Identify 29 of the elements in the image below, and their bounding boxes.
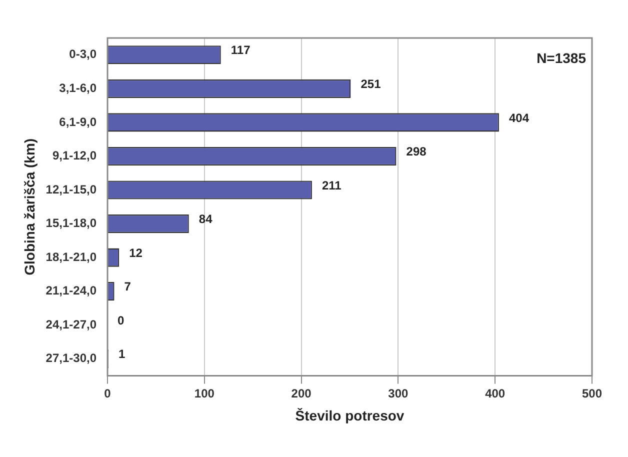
data-label: 7 — [124, 280, 132, 294]
data-label: 84 — [198, 212, 213, 226]
data-label: 117 — [230, 43, 251, 58]
x-tick-label: 200 — [291, 386, 312, 400]
y-tick-label: 15,1-18,0 — [46, 216, 97, 230]
x-tick-label: 500 — [582, 386, 602, 400]
y-tick-label: 6,1-9,0 — [59, 114, 97, 129]
data-label: 251 — [360, 76, 382, 91]
data-label: 404 — [508, 110, 530, 125]
data-label: 1 — [118, 347, 126, 362]
y-tick-label: 9,1-12,0 — [52, 148, 97, 163]
y-tick-label: 21,1-24,0 — [46, 284, 97, 298]
y-axis-title: Globina žarišča (km) — [21, 138, 38, 276]
y-tick-label: 3,1-6,0 — [59, 80, 97, 95]
data-label: 0 — [118, 313, 125, 328]
annotation: N=1385 — [536, 50, 586, 66]
y-tick-label: 24,1-27,0 — [46, 317, 97, 332]
y-tick-label: 0-3,0 — [69, 47, 97, 62]
data-label: 211 — [322, 178, 342, 192]
x-tick-label: 0 — [104, 386, 112, 400]
x-tick-label: 400 — [485, 386, 506, 400]
data-label: 298 — [406, 144, 427, 159]
y-tick-label: 12,1-15,0 — [46, 182, 97, 196]
x-axis-title: Število potresov — [295, 407, 404, 424]
y-tick-label: 27,1-30,0 — [46, 351, 97, 366]
x-tick-label: 300 — [388, 386, 409, 400]
y-tick-label: 18,1-21,0 — [46, 250, 97, 264]
data-label: 12 — [129, 246, 143, 260]
x-tick-label: 100 — [194, 386, 215, 400]
